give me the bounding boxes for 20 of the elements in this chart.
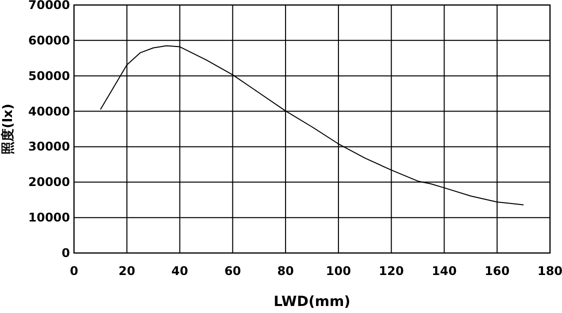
y-axis-title: 照度(lx) bbox=[0, 104, 16, 154]
x-tick-label: 120 bbox=[378, 264, 404, 278]
x-axis-title: LWD(mm) bbox=[274, 294, 350, 310]
x-tick-label: 20 bbox=[118, 264, 136, 278]
y-tick-label: 30000 bbox=[28, 140, 70, 154]
x-tick-label: 180 bbox=[537, 264, 562, 278]
y-tick-label: 0 bbox=[62, 246, 70, 260]
x-tick-label: 140 bbox=[432, 264, 457, 278]
x-tick-label: 160 bbox=[484, 264, 510, 278]
y-tick-label: 10000 bbox=[28, 210, 70, 225]
y-tick-label: 70000 bbox=[28, 0, 70, 12]
y-tick-label: 60000 bbox=[28, 33, 70, 48]
x-tick-label: 100 bbox=[326, 264, 351, 278]
x-tick-label: 0 bbox=[70, 264, 78, 278]
y-tick-label: 50000 bbox=[28, 68, 70, 83]
y-tick-label: 20000 bbox=[28, 175, 70, 190]
x-tick-label: 60 bbox=[224, 264, 242, 278]
x-tick-label: 80 bbox=[277, 264, 294, 278]
y-tick-label: 40000 bbox=[28, 104, 70, 118]
x-tick-label: 40 bbox=[171, 264, 188, 278]
